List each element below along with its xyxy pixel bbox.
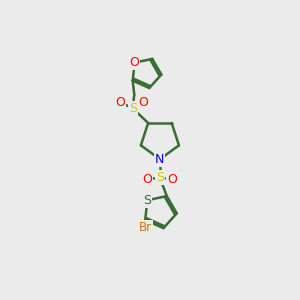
Text: O: O — [130, 56, 140, 69]
Text: N: N — [155, 153, 165, 166]
Text: O: O — [116, 96, 125, 109]
Text: O: O — [139, 96, 148, 109]
Text: O: O — [143, 173, 152, 186]
Text: S: S — [156, 171, 164, 184]
Text: S: S — [129, 102, 137, 115]
Text: S: S — [143, 194, 151, 207]
Text: O: O — [167, 173, 177, 186]
Text: Br: Br — [139, 221, 152, 234]
